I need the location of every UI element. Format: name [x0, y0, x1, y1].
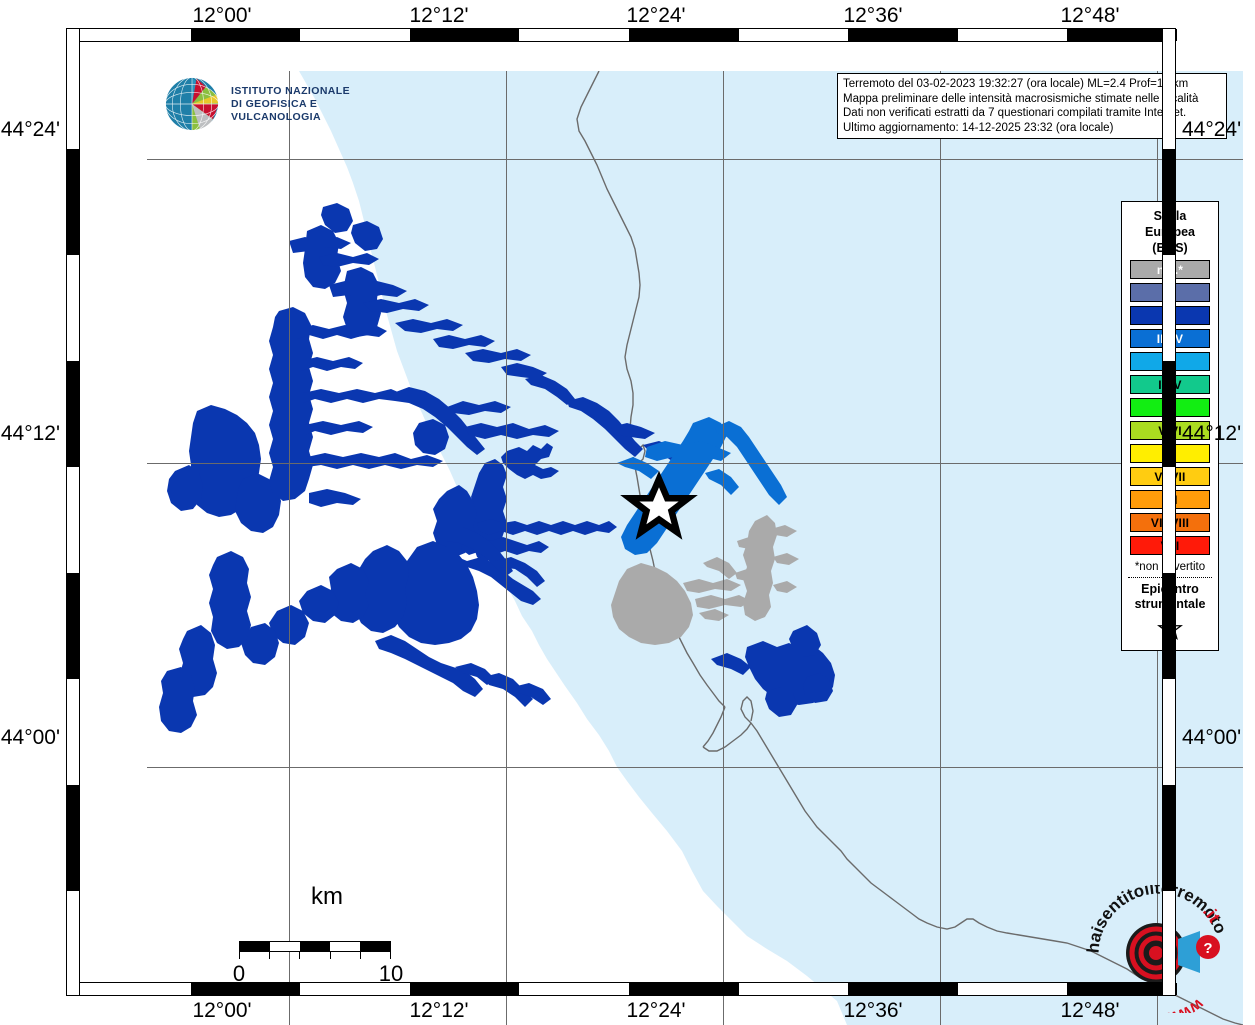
lon-label-top-4: 12°48'	[1060, 4, 1120, 27]
lon-label-top-0: 12°00'	[192, 4, 252, 27]
info-line-2: Mappa preliminare delle intensità macros…	[843, 92, 1199, 105]
scale-bar-ticks	[239, 952, 391, 959]
lat-label-right-0: 44°24'	[1182, 118, 1242, 141]
intensity-polygons-na	[611, 515, 799, 645]
intensity-polygons-iii-south	[711, 625, 835, 717]
frame-tick-segment	[1067, 29, 1177, 41]
lat-label-right-2: 44°00'	[1182, 726, 1242, 749]
frame-band-left	[66, 28, 80, 996]
gridline-lat-44-00	[147, 767, 1243, 768]
lat-label-left-2: 44°00'	[0, 726, 60, 749]
frame-tick-segment	[67, 149, 79, 255]
map-frame: ISTITUTO NAZIONALE DI GEOFISICA E VULCAN…	[66, 28, 1243, 1025]
frame-tick-segment	[409, 29, 520, 41]
frame-tick-segment	[1163, 149, 1175, 255]
lon-label-bottom-1: 12°12'	[409, 999, 469, 1022]
lat-label-left-0: 44°24'	[0, 118, 60, 141]
gridline-lon-12-36	[940, 71, 941, 1025]
frame-tick-segment	[67, 785, 79, 891]
frame-tick-segment	[1163, 573, 1175, 679]
lon-label-bottom-3: 12°36'	[843, 999, 903, 1022]
lon-label-top-3: 12°36'	[843, 4, 903, 27]
frame-tick-segment	[1163, 361, 1175, 467]
frame-band-bottom	[66, 982, 1177, 996]
frame-tick-segment	[1163, 785, 1175, 891]
lon-label-top-1: 12°12'	[409, 4, 469, 27]
svg-text:?: ?	[1203, 940, 1212, 957]
info-line-1: Terremoto del 03-02-2023 19:32:27 (ora l…	[843, 78, 1189, 90]
gridline-lon-12-24	[723, 71, 724, 1025]
frame-tick-segment	[848, 983, 958, 995]
info-line-3: Dati non verificati estratti da 7 questi…	[843, 107, 1187, 119]
map-canvas[interactable]: ISTITUTO NAZIONALE DI GEOFISICA E VULCAN…	[147, 71, 1243, 1025]
ingv-logo-line2: DI GEOFISICA E VULCANOLOGIA	[231, 97, 321, 123]
ingv-globe-icon	[164, 76, 220, 132]
lat-label-right-1: 44°12'	[1182, 422, 1242, 445]
frame-tick-segment	[848, 29, 958, 41]
gridline-lat-44-12	[147, 463, 1243, 464]
gridline-lon-12-00	[289, 71, 290, 1025]
lon-label-bottom-2: 12°24'	[626, 999, 686, 1022]
ingv-logo: ISTITUTO NAZIONALE DI GEOFISICA E VULCAN…	[163, 73, 398, 135]
lon-label-top-2: 12°24'	[626, 4, 686, 27]
frame-tick-segment	[409, 983, 520, 995]
svg-text:www.: www.	[1161, 995, 1207, 1013]
scale-max-label: 10	[378, 961, 404, 986]
intensity-polygons-iii	[159, 203, 683, 733]
epicenter-star-icon	[620, 470, 698, 540]
lat-label-left-1: 44°12'	[0, 422, 60, 445]
scale-unit-label: km	[311, 883, 343, 910]
frame-tick-segment	[67, 573, 79, 679]
frame-tick-segment	[629, 983, 739, 995]
scale-bar-graphic	[239, 941, 391, 952]
frame-tick-segment	[190, 29, 301, 41]
gridline-lat-44-24	[147, 159, 1243, 160]
map-geometry	[159, 71, 1243, 1025]
ingv-logo-line1: ISTITUTO NAZIONALE	[231, 84, 351, 97]
frame-band-top	[66, 28, 1177, 42]
scale-min-label: 0	[232, 961, 246, 986]
lon-label-bottom-0: 12°00'	[192, 999, 252, 1022]
frame-tick-segment	[67, 361, 79, 467]
gridline-lon-12-12	[506, 71, 507, 1025]
info-line-4: Ultimo aggiornamento: 14-12-2025 23:32 (…	[843, 121, 1114, 134]
lon-label-bottom-4: 12°48'	[1060, 999, 1120, 1022]
frame-band-right	[1162, 28, 1176, 996]
frame-tick-segment	[629, 29, 739, 41]
frame-tick-segment	[190, 983, 301, 995]
frame-tick-segment	[1067, 983, 1177, 995]
